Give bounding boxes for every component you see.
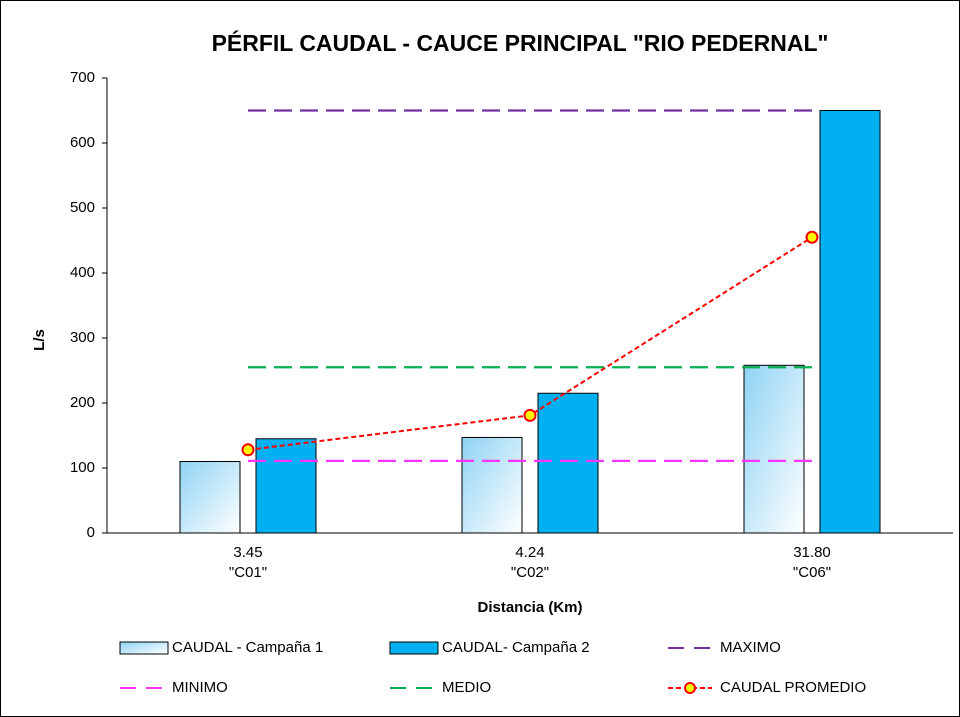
legend-marker [684,682,696,694]
x-tick-code: "C02" [511,564,549,581]
x-tick-code: "C06" [793,564,831,581]
y-tick-label: 300 [70,329,95,346]
marker [523,408,537,422]
legend-swatch [119,641,169,655]
bar [461,436,523,534]
x-axis-label: Distancia (Km) [477,599,582,616]
legend-label: MEDIO [442,679,491,696]
legend-label: MAXIMO [720,639,781,656]
x-tick-code: "C01" [229,564,267,581]
x-tick-label: 31.80 [793,544,831,561]
y-tick-label: 0 [87,524,95,541]
bar [819,110,881,534]
legend-label: MINIMO [172,679,228,696]
bar [255,438,317,534]
legend-swatch [389,641,439,655]
legend-label: CAUDAL - Campaña 1 [172,639,323,656]
marker [241,443,255,457]
y-tick-label: 500 [70,199,95,216]
y-tick-label: 100 [70,459,95,476]
legend-label: CAUDAL- Campaña 2 [442,639,590,656]
legend-label: CAUDAL PROMEDIO [720,679,866,696]
x-tick-label: 4.24 [515,544,544,561]
y-axis-label: L/s [31,329,48,351]
y-tick-label: 600 [70,134,95,151]
y-tick-label: 200 [70,394,95,411]
bar [537,392,599,534]
marker [805,230,819,244]
y-tick-label: 700 [70,69,95,86]
y-tick-label: 400 [70,264,95,281]
x-tick-label: 3.45 [233,544,262,561]
bar [743,364,805,534]
chart-title: PÉRFIL CAUDAL - CAUCE PRINCIPAL "RIO PED… [212,29,829,56]
bar [179,461,241,534]
